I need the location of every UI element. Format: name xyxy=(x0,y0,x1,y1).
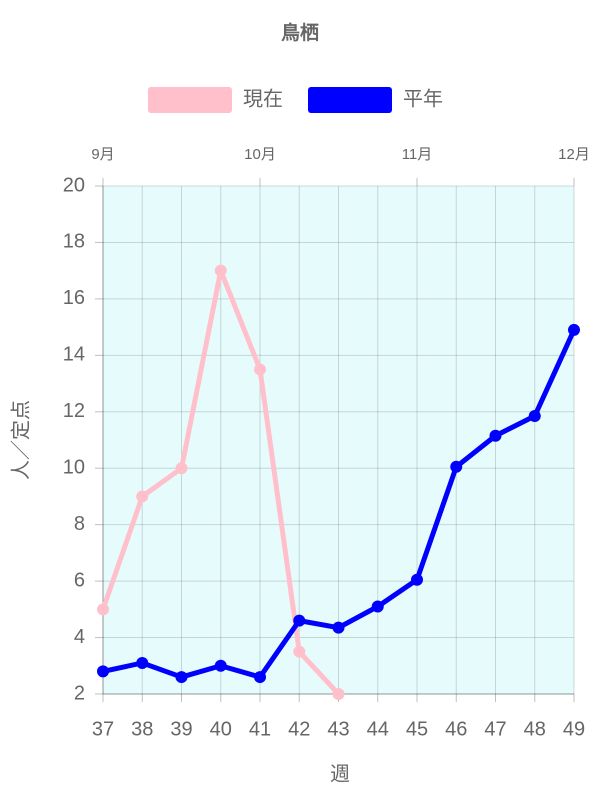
y-tick-label: 6 xyxy=(74,569,85,591)
data-point xyxy=(411,573,423,586)
x2-tick-label: 11月 xyxy=(402,146,433,163)
data-point xyxy=(214,264,227,277)
y-axis-label: 人／定点 xyxy=(9,400,32,480)
y-tick-label: 12 xyxy=(63,400,85,422)
x-tick-label: 42 xyxy=(288,718,310,740)
y-tick-label: 16 xyxy=(63,287,85,309)
y-tick-label: 14 xyxy=(63,344,85,366)
data-point xyxy=(175,462,188,475)
chart-title: 鳥栖 xyxy=(281,21,319,44)
x2-tick-label: 12月 xyxy=(558,146,590,163)
data-point xyxy=(489,429,502,442)
data-point xyxy=(293,645,306,658)
data-point xyxy=(97,603,109,616)
x2-tick-label: 9月 xyxy=(91,146,114,163)
x-tick-label: 46 xyxy=(445,718,467,740)
legend-swatch xyxy=(148,87,232,113)
data-point xyxy=(293,614,306,627)
x2-tick-label: 10月 xyxy=(244,146,276,163)
data-point xyxy=(97,665,109,678)
y-tick-label: 4 xyxy=(74,626,85,648)
x-tick-label: 40 xyxy=(210,718,232,740)
x-tick-label: 48 xyxy=(524,718,546,740)
data-point xyxy=(371,600,384,613)
data-point xyxy=(332,621,345,634)
x-tick-label: 45 xyxy=(406,718,428,740)
y-tick-label: 10 xyxy=(63,457,85,479)
y-tick-label: 8 xyxy=(74,513,85,535)
x-axis-label: 週 xyxy=(330,762,350,785)
x-tick-label: 39 xyxy=(170,718,192,740)
x-tick-label: 38 xyxy=(131,718,153,740)
x-tick-label: 49 xyxy=(563,718,585,740)
y-tick-label: 18 xyxy=(63,231,85,253)
x-tick-label: 37 xyxy=(92,718,114,740)
data-point xyxy=(254,363,266,376)
data-point xyxy=(528,410,541,423)
x-tick-label: 41 xyxy=(249,718,271,740)
x-tick-label: 44 xyxy=(367,718,389,740)
data-point xyxy=(136,656,149,669)
x-tick-label: 47 xyxy=(484,718,506,740)
legend-swatch xyxy=(308,87,392,113)
y-tick-label: 2 xyxy=(74,682,85,704)
data-point xyxy=(450,460,463,473)
data-point xyxy=(332,688,345,700)
data-point xyxy=(136,490,149,503)
legend-label: 平年 xyxy=(403,87,443,110)
y-tick-label: 20 xyxy=(63,174,85,196)
data-point xyxy=(568,323,580,336)
data-point xyxy=(214,659,227,672)
legend-label: 現在 xyxy=(243,87,283,110)
x-tick-label: 43 xyxy=(327,718,349,740)
data-point xyxy=(175,671,188,684)
data-point xyxy=(254,671,266,684)
